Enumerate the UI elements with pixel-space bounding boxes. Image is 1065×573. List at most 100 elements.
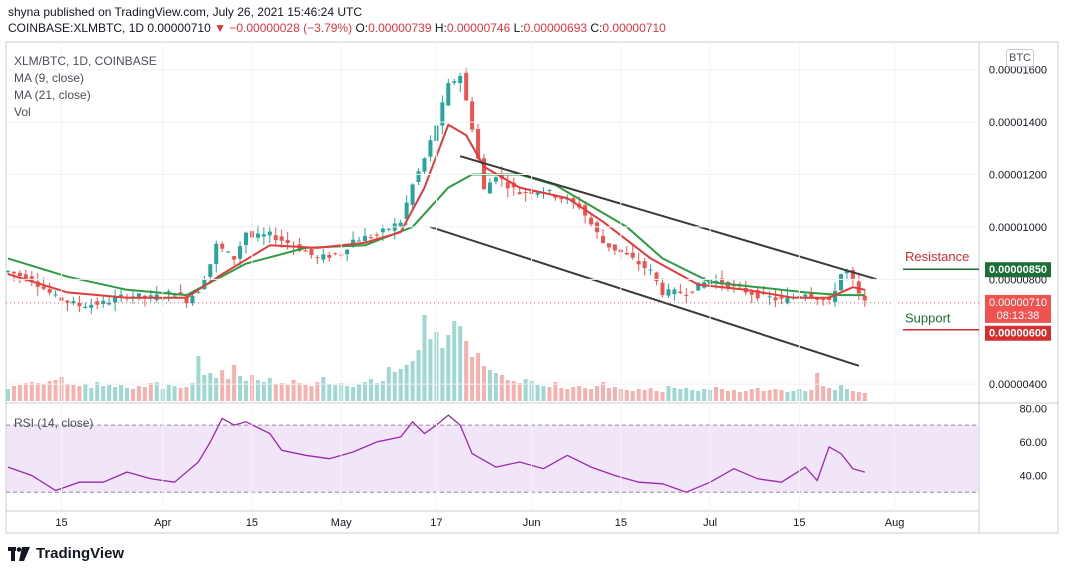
volume-bar <box>142 387 147 401</box>
volume-bar <box>720 389 724 401</box>
resistance-tag <box>985 262 1051 278</box>
volume-bar <box>113 387 118 401</box>
volume-bar <box>422 315 427 401</box>
volume-bar <box>809 390 814 401</box>
price-change: ▼ −0.00000028 (−3.79%) <box>214 21 353 35</box>
candle-body <box>773 297 778 301</box>
candle-body <box>833 290 838 303</box>
time-tick-label: Jun <box>523 517 541 529</box>
candle-body <box>731 285 736 287</box>
legend-ma21: MA (21, close) <box>14 88 91 102</box>
candle-body <box>95 301 100 305</box>
volume-bar <box>696 391 701 401</box>
candle-body <box>107 302 112 305</box>
tradingview-footer[interactable]: TradingView <box>8 545 124 562</box>
candle-body <box>321 254 326 260</box>
volume-bar <box>107 385 112 401</box>
support-tag <box>985 325 1051 341</box>
volume-bar <box>238 376 243 401</box>
volume-bar <box>648 388 653 401</box>
candle-body <box>612 244 617 251</box>
price-tick-label: 0.00000400 <box>989 379 1047 391</box>
volume-bar <box>226 379 231 401</box>
ohlc-line: COINBASE:XLMBTC, 1D 0.00000710 ▼ −0.0000… <box>8 21 666 35</box>
candle-body <box>850 270 855 280</box>
time-tick-label: 15 <box>793 517 805 529</box>
candle-body <box>232 256 237 260</box>
candle-body <box>553 195 558 198</box>
candle-body <box>839 274 843 291</box>
volume-bar <box>690 390 695 401</box>
candle-body <box>458 75 463 84</box>
volume-bar <box>779 390 784 401</box>
candle-body <box>493 177 498 182</box>
candle-body <box>303 250 308 252</box>
volume-bar <box>815 373 820 401</box>
volume-bar <box>458 326 463 401</box>
candle-body <box>333 253 338 255</box>
open-label: O: <box>355 21 369 35</box>
candle-body <box>428 140 433 157</box>
volume-bar <box>589 389 594 401</box>
symbol-label: COINBASE:XLMBTC, 1D <box>8 21 145 35</box>
volume-bar <box>577 386 582 401</box>
candle-body <box>844 270 849 274</box>
volume-bar <box>666 386 671 401</box>
volume-bar <box>125 388 129 401</box>
candle-body <box>642 261 647 269</box>
volume-bar <box>702 389 707 401</box>
volume-bar <box>119 385 124 401</box>
candle-body <box>374 234 379 236</box>
close-label: C: <box>590 21 603 35</box>
candle-body <box>65 300 70 303</box>
legend-title: XLM/BTC, 1D, COINBASE <box>14 54 157 68</box>
candle-body <box>487 182 492 194</box>
volume-bar <box>95 382 100 401</box>
last-price-tag-text: 0.00000710 <box>989 297 1047 309</box>
volume-bar <box>89 388 94 401</box>
volume-bar <box>357 384 362 401</box>
resistance-tag-text: 0.00000850 <box>989 264 1047 276</box>
high-value: 0.00000746 <box>446 21 511 35</box>
volume-bar <box>273 384 278 401</box>
currency-button[interactable]: BTC <box>1006 49 1034 67</box>
candle-body <box>476 129 481 159</box>
candle-body <box>785 296 790 304</box>
candle-body <box>856 281 861 294</box>
candle-body <box>178 292 183 295</box>
candle-body <box>678 291 683 294</box>
volume-bar <box>77 386 82 401</box>
price-tick-label: 0.00001400 <box>989 117 1047 129</box>
candle-body <box>238 246 243 259</box>
volume-bar <box>482 366 486 401</box>
candle-body <box>767 296 772 298</box>
rsi-band <box>6 425 979 493</box>
volume-bar <box>660 392 665 401</box>
volume-bar <box>345 386 350 401</box>
volume-bar <box>29 382 34 401</box>
volume-bar <box>737 392 742 401</box>
volume-bar <box>232 365 237 401</box>
rsi-tick-label: 40.00 <box>1019 470 1047 482</box>
volume-bar <box>452 321 457 401</box>
volume-bar <box>363 382 367 401</box>
time-tick-label: 15 <box>55 517 67 529</box>
volume-bar <box>470 357 475 401</box>
candle-body <box>547 189 552 191</box>
candle-body <box>327 254 332 258</box>
publisher-text: shyna published on TradingView.com, July… <box>8 5 362 19</box>
volume-bar <box>487 370 492 401</box>
volume-bar <box>773 389 778 401</box>
volume-bar <box>255 380 260 401</box>
candle-body <box>11 271 16 274</box>
volume-bar <box>654 391 659 401</box>
candle-body <box>517 192 522 195</box>
candle-body <box>142 295 147 298</box>
candle-body <box>386 228 391 230</box>
volume-bar <box>630 391 635 401</box>
legend-vol: Vol <box>14 105 31 119</box>
time-tick-label: 15 <box>246 517 258 529</box>
time-tick-label: 17 <box>430 517 442 529</box>
candle-body <box>309 248 314 256</box>
